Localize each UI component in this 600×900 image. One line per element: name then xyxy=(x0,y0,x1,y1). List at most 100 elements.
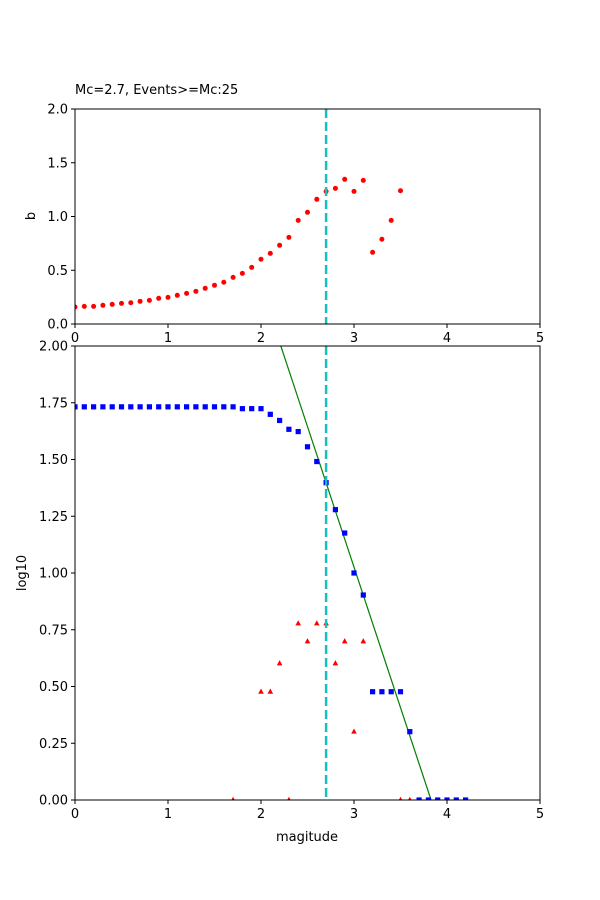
bottom-triangle-point xyxy=(295,620,301,626)
top-point xyxy=(267,250,273,256)
bottom-square-point xyxy=(453,797,459,800)
top-point xyxy=(165,294,171,300)
bottom-triangle-point xyxy=(304,638,311,644)
top-point xyxy=(249,264,255,270)
bottom-y-tick-label: 0.25 xyxy=(39,737,68,752)
bottom-square-point xyxy=(249,406,255,412)
bottom-square-point xyxy=(137,404,143,410)
top-point xyxy=(128,300,134,306)
bottom-square-point xyxy=(435,797,441,800)
bottom-triangle-point xyxy=(258,688,264,694)
bottom-square-point xyxy=(128,404,134,410)
bottom-square-point xyxy=(100,404,106,410)
bottom-square-point xyxy=(221,404,227,410)
bottom-square-point xyxy=(202,404,208,410)
bottom-square-point xyxy=(407,729,413,735)
top-y-tick-label: 0.0 xyxy=(47,318,68,333)
top-point xyxy=(258,256,264,262)
top-point xyxy=(295,217,301,223)
top-point xyxy=(370,249,376,255)
bottom-y-tick-label: 1.50 xyxy=(39,453,68,468)
top-point xyxy=(230,274,236,280)
bottom-triangle-point xyxy=(332,660,339,666)
bottom-square-point xyxy=(184,404,190,410)
bottom-square-point xyxy=(416,797,422,800)
bottom-square-point xyxy=(91,404,97,410)
bottom-square-point xyxy=(379,689,385,695)
top-point xyxy=(109,301,115,307)
bottom-plot-area xyxy=(75,346,469,800)
chart-title: Mc=2.7, Events>=Mc:25 xyxy=(75,83,238,98)
bottom-square-point xyxy=(239,406,245,412)
bottom-y-tick-label: 0.50 xyxy=(39,680,68,695)
top-y-axis-label: b xyxy=(24,212,39,220)
top-point xyxy=(286,234,292,240)
top-point xyxy=(342,176,348,182)
bottom-y-axis-label: log10 xyxy=(15,555,30,591)
bottom-x-tick-label: 4 xyxy=(443,807,451,822)
top-point xyxy=(119,300,124,306)
x-axis-label: magitude xyxy=(276,830,338,845)
bottom-square-point xyxy=(425,797,431,800)
top-point xyxy=(351,188,357,194)
top-axes-frame xyxy=(74,108,541,325)
bottom-triangle-point xyxy=(276,660,283,666)
bottom-square-point xyxy=(370,689,376,695)
bottom-y-tick-label: 1.75 xyxy=(39,396,68,411)
top-point xyxy=(184,290,190,296)
top-point xyxy=(277,242,283,248)
top-point xyxy=(91,303,97,309)
bottom-square-point xyxy=(342,530,348,536)
top-point xyxy=(193,288,199,294)
top-point xyxy=(360,177,366,183)
top-x-tick-label: 1 xyxy=(164,331,172,346)
bottom-square-point xyxy=(286,426,292,432)
bottom-square-point xyxy=(314,458,320,465)
top-y-tick-label: 1.0 xyxy=(47,210,68,225)
top-point xyxy=(379,236,385,242)
bottom-square-point xyxy=(146,404,152,410)
bottom-triangle-point xyxy=(231,796,235,800)
bottom-triangle-point xyxy=(314,620,320,626)
bottom-square-point xyxy=(75,404,78,410)
top-point xyxy=(388,217,394,223)
top-point xyxy=(100,302,106,308)
bottom-triangle-point xyxy=(341,638,348,644)
top-x-tick-label: 2 xyxy=(257,331,265,346)
bottom-triangle-point xyxy=(408,796,412,800)
top-point xyxy=(221,279,227,285)
bottom-square-point xyxy=(351,570,357,576)
bottom-y-tick-label: 1.00 xyxy=(39,567,68,582)
top-point xyxy=(239,270,245,276)
top-point xyxy=(137,298,143,304)
bottom-square-point xyxy=(258,406,264,412)
bottom-square-point xyxy=(81,404,87,410)
bottom-square-point xyxy=(109,404,115,410)
bottom-triangle-point xyxy=(267,688,274,694)
top-point xyxy=(174,292,180,298)
top-y-tick-label: 2.0 xyxy=(47,103,68,118)
top-point xyxy=(305,209,310,215)
bottom-x-tick-label: 3 xyxy=(350,807,358,822)
bottom-square-point xyxy=(156,404,162,410)
bottom-y-tick-label: 0.00 xyxy=(39,794,68,809)
bottom-triangle-point xyxy=(360,638,367,644)
bottom-triangle-point xyxy=(287,796,291,800)
top-point xyxy=(398,188,403,194)
top-plot-area xyxy=(75,109,403,324)
bottom-square-point xyxy=(388,689,394,695)
bottom-y-tick-label: 1.25 xyxy=(39,510,68,525)
bottom-square-point xyxy=(118,404,125,410)
top-point xyxy=(75,304,78,310)
bottom-square-point xyxy=(230,404,236,410)
bottom-square-point xyxy=(267,411,273,417)
top-point xyxy=(156,295,162,301)
top-y-tick-label: 0.5 xyxy=(47,264,68,279)
bottom-x-tick-label: 5 xyxy=(536,807,544,822)
top-x-tick-label: 0 xyxy=(71,331,79,346)
bottom-square-point xyxy=(193,404,199,410)
top-y-tick-label: 1.5 xyxy=(47,156,68,171)
top-point xyxy=(332,185,338,191)
bottom-square-point xyxy=(444,797,450,800)
